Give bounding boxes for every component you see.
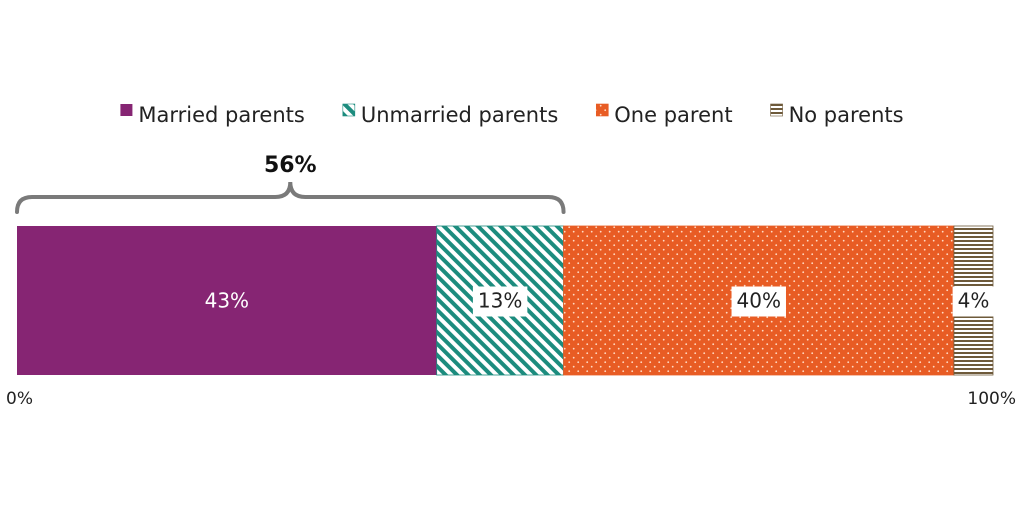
- bracket: 56%: [15, 153, 566, 214]
- legend-item-one-parent: One parent: [595, 103, 733, 127]
- bracket-label: 56%: [264, 153, 317, 178]
- data-labels: 43% 13% 40% 4%: [205, 286, 995, 317]
- legend-swatch-married-parents: [120, 104, 133, 116]
- legend-item-unmarried-parents: Unmarried parents: [342, 103, 558, 127]
- tick-label-1: 100%: [967, 389, 1016, 409]
- data-label-married-parents: 43%: [205, 289, 249, 313]
- bracket-brace: [15, 181, 566, 214]
- legend-swatch-unmarried-parents: [342, 103, 356, 117]
- data-label-text-one-parent: 40%: [737, 289, 781, 313]
- data-label-text-no-parents: 4%: [958, 289, 990, 313]
- legend-label-no-parents: No parents: [789, 103, 904, 127]
- legend-label-married-parents: Married parents: [138, 103, 304, 127]
- legend-label-one-parent: One parent: [614, 103, 732, 127]
- data-label-one-parent: 40%: [731, 286, 786, 317]
- legend-label-unmarried-parents: Unmarried parents: [361, 103, 558, 127]
- data-label-bg-unmarried-parents: [472, 286, 528, 317]
- data-label-no-parents: 4%: [952, 286, 995, 317]
- bar-segment-married-parents: [17, 226, 437, 375]
- legend: Married parents Unmarried parents One pare…: [120, 103, 904, 127]
- data-label-text-married-parents: 43%: [205, 289, 249, 313]
- bar-segments: [17, 225, 994, 376]
- data-label-unmarried-parents: 13%: [472, 286, 528, 317]
- legend-swatch-no-parents: [770, 103, 783, 117]
- data-label-bg-no-parents: [952, 286, 995, 317]
- axis-ticks: 0% 100%: [6, 389, 1016, 409]
- legend-item-married-parents: Married parents: [120, 103, 305, 127]
- data-label-text-unmarried-parents: 13%: [478, 289, 522, 313]
- data-label-bg-one-parent: [731, 286, 786, 317]
- legend-item-no-parents: No parents: [770, 103, 904, 127]
- legend-swatch-one-parent: [595, 103, 609, 117]
- tick-label-0: 0%: [6, 389, 33, 409]
